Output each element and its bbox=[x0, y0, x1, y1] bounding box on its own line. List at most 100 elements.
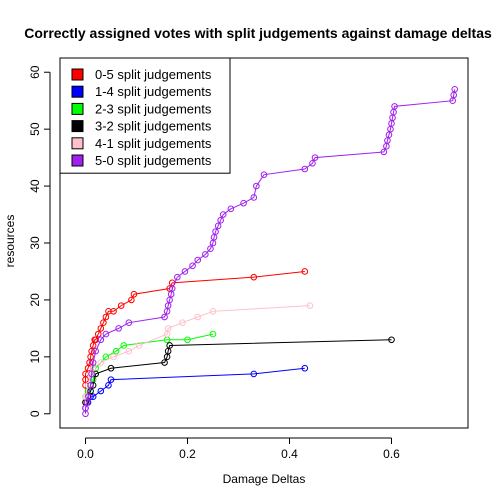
data-point bbox=[97, 387, 105, 395]
data-point bbox=[194, 313, 201, 321]
data-point bbox=[250, 370, 258, 378]
legend-label: 5-0 split judgements bbox=[95, 153, 212, 168]
legend-label: 2-3 split judgements bbox=[95, 101, 212, 116]
data-point bbox=[181, 268, 189, 275]
data-point bbox=[209, 308, 217, 315]
x-tick-label: 0.2 bbox=[179, 447, 196, 461]
data-point bbox=[125, 347, 133, 355]
series-line bbox=[85, 339, 392, 403]
data-point bbox=[92, 370, 99, 378]
data-point bbox=[125, 319, 133, 326]
x-tick-label: 0.6 bbox=[383, 447, 400, 461]
data-point bbox=[214, 222, 222, 230]
data-point bbox=[301, 364, 309, 372]
data-point bbox=[380, 148, 388, 156]
data-point bbox=[115, 325, 122, 332]
x-tick-label: 0.4 bbox=[281, 447, 298, 461]
y-tick-label: 0 bbox=[28, 410, 42, 417]
data-point bbox=[107, 364, 115, 372]
y-axis-label: resources bbox=[3, 215, 17, 268]
data-point bbox=[130, 290, 138, 298]
legend-swatch bbox=[71, 120, 84, 133]
legend-swatch bbox=[71, 68, 84, 81]
data-point bbox=[260, 171, 268, 178]
series-0-5 bbox=[82, 268, 309, 406]
series-layer bbox=[82, 86, 459, 418]
legend-swatch bbox=[71, 154, 84, 167]
data-point bbox=[97, 336, 105, 344]
data-point bbox=[166, 342, 173, 349]
data-point bbox=[451, 86, 459, 93]
data-point bbox=[240, 199, 247, 207]
data-point bbox=[89, 359, 97, 366]
legend-label: 3-2 split judgements bbox=[95, 119, 212, 134]
legend-swatch bbox=[71, 102, 84, 115]
data-point bbox=[107, 376, 115, 383]
data-point bbox=[87, 382, 94, 389]
data-point bbox=[161, 313, 168, 321]
data-point bbox=[202, 251, 209, 258]
data-point bbox=[110, 353, 117, 361]
legend-box bbox=[59, 57, 231, 174]
y-tick-label: 10 bbox=[28, 350, 42, 364]
data-point bbox=[102, 330, 110, 338]
data-point bbox=[253, 182, 260, 190]
data-point bbox=[97, 325, 105, 332]
data-point bbox=[388, 336, 395, 344]
data-point bbox=[100, 319, 107, 326]
data-point bbox=[161, 359, 168, 366]
y-axis: 0 10 20 30 40 50 60 bbox=[28, 65, 51, 417]
legend-label: 1-4 split judgements bbox=[95, 84, 212, 99]
legend-label: 0-5 split judgements bbox=[95, 67, 212, 82]
y-tick-label: 60 bbox=[28, 65, 42, 79]
data-point bbox=[189, 262, 196, 270]
x-tick-label: 0.0 bbox=[77, 447, 94, 461]
y-tick-label: 50 bbox=[28, 122, 42, 136]
data-point bbox=[209, 330, 217, 338]
y-tick-label: 20 bbox=[28, 293, 42, 307]
plot-frame bbox=[59, 57, 469, 429]
data-point bbox=[88, 370, 95, 378]
data-point bbox=[102, 313, 110, 321]
data-point bbox=[194, 256, 201, 264]
data-point bbox=[97, 359, 105, 366]
series-line bbox=[85, 305, 310, 409]
chart-title: Correctly assigned votes with split judg… bbox=[24, 25, 492, 41]
data-point bbox=[301, 268, 309, 275]
data-point bbox=[391, 103, 398, 110]
data-point bbox=[89, 393, 97, 400]
data-point bbox=[168, 285, 176, 292]
data-point bbox=[92, 347, 99, 355]
data-point bbox=[219, 211, 227, 218]
data-point bbox=[112, 347, 120, 355]
data-point bbox=[102, 353, 110, 361]
data-point bbox=[227, 205, 235, 213]
data-point bbox=[85, 393, 92, 400]
legend-label: 4-1 split judgements bbox=[95, 136, 212, 151]
data-point bbox=[174, 273, 181, 281]
data-point bbox=[110, 308, 117, 315]
y-tick-label: 40 bbox=[28, 179, 42, 193]
data-point bbox=[105, 382, 112, 389]
legend-swatch bbox=[71, 137, 84, 150]
data-point bbox=[309, 160, 316, 167]
data-point bbox=[217, 216, 224, 224]
data-point bbox=[212, 228, 219, 235]
legend-swatch bbox=[71, 85, 84, 98]
data-point bbox=[94, 330, 102, 338]
data-point bbox=[311, 154, 319, 161]
data-point bbox=[207, 245, 214, 252]
plot-area bbox=[59, 57, 469, 429]
data-point bbox=[135, 342, 143, 349]
y-tick-label: 30 bbox=[28, 236, 42, 250]
data-point bbox=[301, 165, 309, 173]
data-point bbox=[128, 296, 135, 304]
data-point bbox=[117, 302, 125, 309]
data-point bbox=[306, 302, 314, 309]
data-point bbox=[164, 325, 172, 332]
x-axis: 0.0 0.2 0.4 0.6 bbox=[77, 437, 400, 461]
series-5-0 bbox=[82, 86, 459, 418]
legend: 0-5 split judgements 1-4 split judgements… bbox=[59, 57, 231, 174]
data-point bbox=[250, 194, 258, 201]
